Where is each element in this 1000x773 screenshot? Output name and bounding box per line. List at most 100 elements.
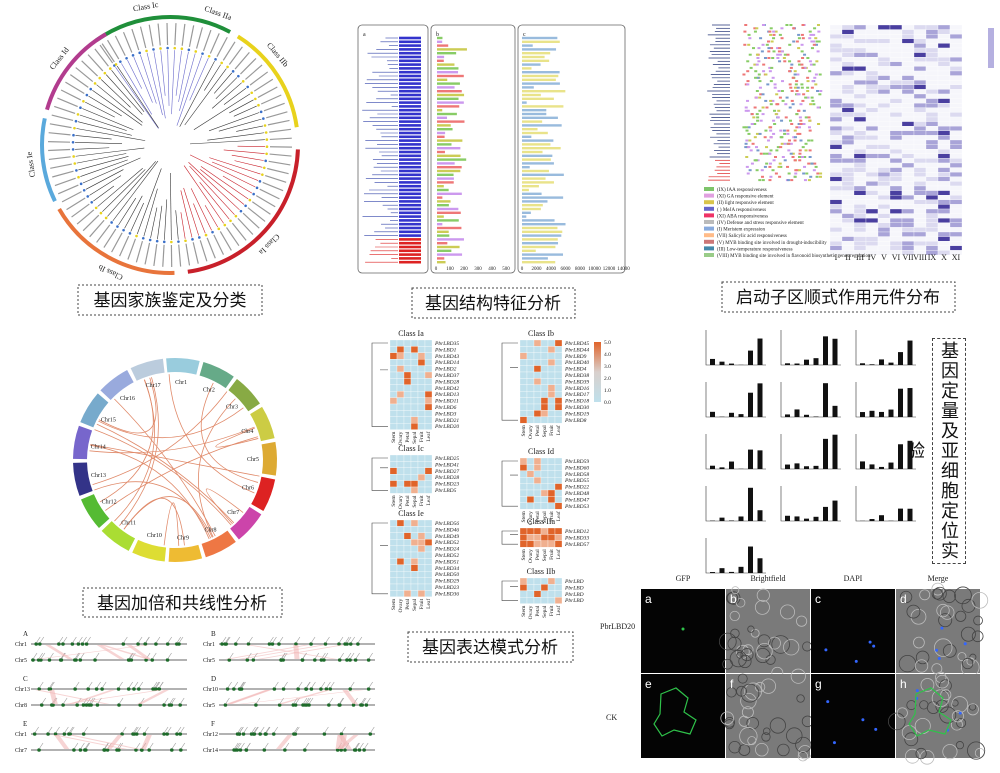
leaf-dot — [89, 87, 93, 91]
heat-cell — [853, 231, 867, 237]
mini-bar — [748, 546, 753, 573]
heat-cell — [901, 218, 915, 223]
leaf-label — [48, 132, 71, 136]
legend-swatch — [704, 220, 714, 224]
label: 5.0 — [604, 340, 611, 346]
heat-cell — [533, 397, 542, 405]
gene — [121, 642, 126, 646]
heat-cell — [853, 190, 867, 196]
texture — [724, 717, 735, 728]
heat-cell — [853, 47, 867, 53]
panel-frame — [357, 24, 429, 274]
motif — [437, 154, 461, 157]
mini-axis — [705, 486, 766, 522]
heat-cell — [554, 502, 563, 510]
gene — [237, 687, 242, 691]
gene-tick — [221, 636, 227, 644]
gene-tick — [338, 636, 344, 644]
motif — [437, 200, 451, 203]
texture — [727, 636, 742, 651]
heat-cell — [949, 167, 963, 173]
label: Chr12 — [102, 500, 117, 506]
leaf-label — [135, 240, 144, 263]
leaf-dot — [241, 80, 245, 83]
element — [798, 126, 802, 129]
exon — [522, 59, 550, 62]
heat-cell — [389, 378, 398, 385]
element — [806, 86, 810, 89]
label: Chr8 — [205, 527, 217, 533]
mini-bar — [794, 463, 800, 469]
heat-cell — [396, 391, 405, 398]
exon — [522, 219, 555, 222]
element — [789, 66, 793, 69]
motif — [437, 238, 464, 241]
heat-cell — [396, 486, 405, 494]
heat-cell — [877, 231, 891, 237]
element — [810, 40, 814, 43]
leaf-dot — [223, 223, 227, 227]
gene-tick — [49, 681, 54, 689]
label: Leaf — [555, 605, 562, 615]
element — [819, 175, 823, 178]
heat-cell — [519, 477, 528, 484]
heat-cell — [877, 70, 891, 76]
gene-name — [399, 86, 421, 89]
heat-cell — [829, 144, 843, 150]
label: Chr10 — [147, 533, 162, 539]
heat-cell — [949, 89, 963, 95]
gene-name — [399, 188, 421, 192]
chromosome — [229, 506, 262, 540]
leaf-dot — [128, 232, 132, 235]
link — [94, 481, 212, 539]
gene-tick — [38, 652, 43, 660]
heat-cell — [829, 34, 843, 39]
leaf-label — [216, 36, 228, 57]
gene — [238, 748, 243, 752]
texture — [957, 652, 967, 662]
mini-bar — [813, 358, 819, 365]
label: (VII) Salicylic acid responsiveness — [717, 234, 787, 239]
heat-cell — [554, 477, 563, 484]
heat-cell — [533, 339, 542, 347]
heat-cell — [853, 121, 867, 127]
gene-tick — [151, 652, 157, 660]
gene-tick — [281, 652, 286, 660]
heat-cell — [533, 470, 542, 478]
tree-branch — [79, 114, 127, 131]
heat-cell — [865, 24, 879, 30]
label: Ovary — [528, 425, 534, 439]
element — [783, 142, 787, 145]
heat-cell — [389, 558, 398, 565]
heat-cell — [877, 61, 891, 67]
synteny-block — [339, 735, 347, 749]
motif — [437, 67, 459, 70]
heat-cell — [424, 532, 433, 540]
heat-cell — [540, 365, 549, 373]
element — [773, 109, 777, 112]
heat-cell — [925, 135, 939, 141]
gene — [270, 642, 275, 646]
label: (II) light responsive element — [717, 201, 774, 206]
heat-cell — [403, 454, 412, 462]
heat-cell — [901, 139, 915, 145]
gene-tick — [47, 726, 53, 734]
gene — [84, 748, 88, 752]
motif — [437, 59, 444, 62]
motif — [437, 86, 455, 89]
heat-cell — [913, 103, 927, 108]
heat-cell — [889, 84, 903, 90]
heat-cell — [853, 66, 867, 72]
heat-cell — [554, 457, 563, 465]
texture — [896, 707, 908, 719]
label: Petal — [405, 431, 411, 442]
element — [771, 99, 775, 102]
heat-cell — [913, 52, 927, 58]
element — [767, 139, 771, 142]
heat-cell — [389, 519, 398, 527]
label: PbrLBD34 — [434, 565, 459, 572]
element — [754, 70, 758, 73]
heat-cell — [389, 365, 398, 373]
gene-tick — [284, 742, 290, 750]
gene-tick — [235, 742, 240, 750]
